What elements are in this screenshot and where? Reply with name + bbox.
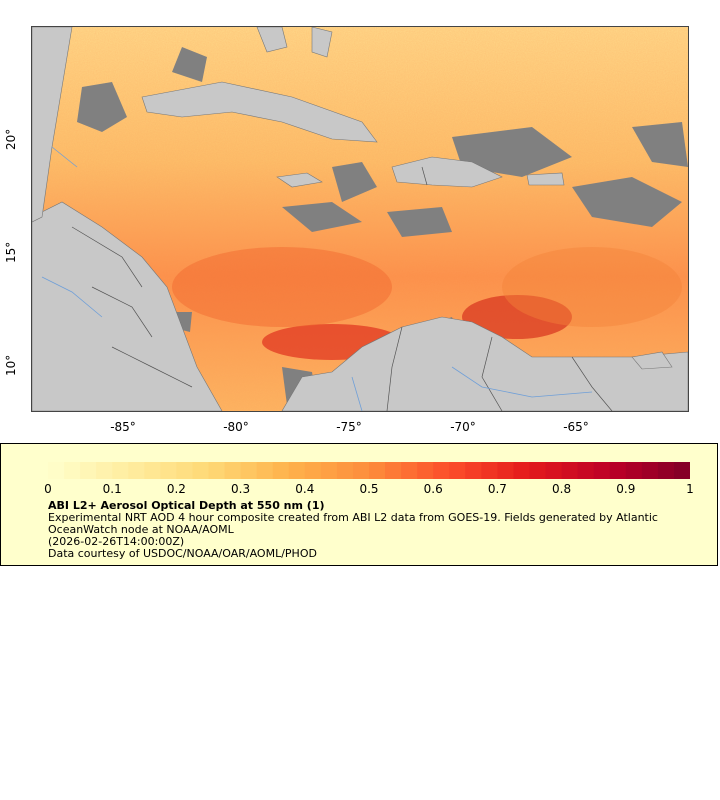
colorbar-segment (256, 462, 274, 479)
colorbar-segment (433, 462, 450, 479)
colorbar-segment (609, 462, 627, 479)
colorbar-tick-label: 0.1 (102, 482, 122, 496)
colorbar-segment (96, 462, 113, 479)
aod-map (31, 26, 689, 412)
colorbar-segment (561, 462, 579, 479)
colorbar-tick-label: 0 (44, 482, 52, 496)
colorbar-segment (144, 462, 161, 479)
colorbar-tick-label: 0.9 (616, 482, 636, 496)
x-tick-label: -65° (563, 420, 589, 434)
colorbar-segment (513, 462, 531, 479)
legend-timestamp: (2026-02-26T14:00:00Z) (48, 535, 185, 548)
colorbar-tick-label: 0.4 (295, 482, 315, 496)
colorbar-segment (304, 462, 322, 479)
land-jamaica (276, 172, 323, 188)
colorbar-segment (593, 462, 611, 479)
colorbar-segment (48, 462, 65, 479)
x-tick-label: -75° (336, 420, 362, 434)
colorbar-segment (401, 462, 418, 479)
colorbar-segment (208, 462, 226, 479)
colorbar-tick-label: 0.5 (359, 482, 379, 496)
colorbar-segment (577, 462, 595, 479)
colorbar-segment (176, 462, 194, 479)
colorbar-tick-label: 0.6 (423, 482, 443, 496)
legend-text: ABI L2+ Aerosol Optical Depth at 550 nm … (48, 500, 688, 560)
colorbar-segment (625, 462, 643, 479)
colorbar-segment (240, 462, 258, 479)
colorbar-segment (352, 462, 370, 479)
colorbar-segment (385, 462, 402, 479)
colorbar-segment (160, 462, 177, 479)
legend-description: Experimental NRT AOD 4 hour composite cr… (48, 511, 658, 536)
colorbar-segment (112, 462, 129, 479)
colorbar-segment (272, 462, 290, 479)
country-borders (71, 166, 613, 411)
y-tick-label: 20° (4, 128, 18, 150)
colorbar-tick-label: 0.3 (231, 482, 251, 496)
mid-aod-patch (172, 247, 392, 327)
colorbar-tick-label: 0.2 (166, 482, 186, 496)
colorbar-segment (545, 462, 563, 479)
colorbar-segment (417, 462, 434, 479)
map-canvas (32, 27, 688, 411)
x-tick-label: -85° (110, 420, 136, 434)
colorbar-segment (369, 462, 386, 479)
legend-title: ABI L2+ Aerosol Optical Depth at 550 nm … (48, 499, 325, 512)
colorbar-segment (449, 462, 466, 479)
land-cuba (141, 81, 378, 143)
mid-aod-patch (502, 247, 682, 327)
land-central-america (32, 201, 223, 411)
colorbar-tick-label: 0.7 (487, 482, 507, 496)
colorbar-tick-label: 1 (686, 482, 694, 496)
colorbar-segment (673, 462, 690, 479)
land-puerto-rico (526, 172, 565, 186)
land-hispaniola (391, 156, 503, 188)
x-tick-label: -70° (450, 420, 476, 434)
y-tick-label: 10° (4, 354, 18, 376)
colorbar-segment (497, 462, 515, 479)
high-aod-patch (462, 295, 572, 339)
y-tick-label: 15° (4, 241, 18, 263)
colorbar-segment (288, 462, 306, 479)
colorbar-segment (224, 462, 242, 479)
colorbar-segment (336, 462, 354, 479)
rivers (41, 146, 593, 411)
colorbar-segment (657, 462, 675, 479)
legend-panel: 0 0.1 0.2 0.3 0.4 0.5 0.6 0.7 0.8 0.9 1 ABI L2+ Ae… (0, 443, 718, 566)
colorbar-segment (465, 462, 482, 479)
colorbar (48, 462, 690, 479)
colorbar-segment (529, 462, 547, 479)
colorbar-tick-label: 0.8 (552, 482, 572, 496)
colorbar-segment (80, 462, 97, 479)
colorbar-segment (481, 462, 498, 479)
legend-credit: Data courtesy of USDOC/NOAA/OAR/AOML/PHO… (48, 547, 317, 560)
colorbar-segment (192, 462, 210, 479)
colorbar-segment (641, 462, 659, 479)
land-masses (32, 27, 688, 411)
colorbar-segment (128, 462, 145, 479)
colorbar-segment (320, 462, 338, 479)
colorbar-segment (64, 462, 81, 479)
x-tick-label: -80° (223, 420, 249, 434)
